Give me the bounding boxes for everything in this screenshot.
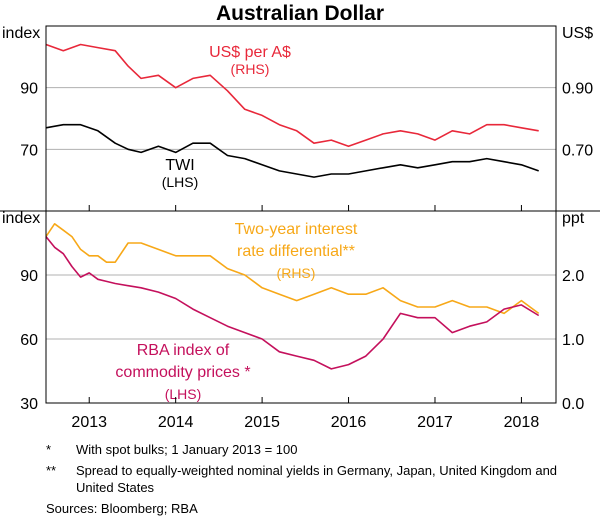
right-tick-label: 0.70 [562, 142, 593, 159]
x-tick-label: 2016 [331, 414, 367, 431]
left-axis-unit: index [2, 25, 40, 42]
sources: Sources: Bloomberg; RBA [46, 501, 198, 516]
right-axis-unit: ppt [562, 210, 585, 227]
right-tick-label: 1.0 [562, 332, 584, 349]
series-label: Two-year interest [235, 221, 358, 238]
x-tick-label: 2014 [158, 414, 194, 431]
footnote-1-mark: * [46, 442, 52, 457]
series-line-twi [45, 123, 539, 178]
series-line-rba-index-of-commodity-prices- [45, 236, 540, 370]
left-tick-label: 70 [20, 142, 38, 159]
footnote-2-text: Spread to equally-weighted nominal yield… [76, 463, 558, 495]
chart: Australian Dollar 90 70 0.90 0.70 index US$ US$… [0, 2, 600, 431]
left-tick-label: 90 [20, 268, 38, 285]
left-tick-label: 30 [20, 396, 38, 413]
series-label: US$ per A$ [209, 44, 291, 61]
left-tick-label: 60 [20, 332, 38, 349]
footnote-2-mark: ** [46, 463, 57, 478]
footnote-1-text: With spot bulks; 1 January 2013 = 100 [76, 442, 298, 457]
x-tick-label: 2018 [504, 414, 540, 431]
footnote-2: ** Spread to equally-weighted nominal yi… [46, 462, 586, 496]
series-label: RBA index of [137, 342, 230, 359]
series-label: (LHS) [162, 174, 199, 190]
series-label: TWI [165, 157, 194, 174]
right-tick-label: 0.90 [562, 81, 593, 98]
series-line-two-year-interest-rate-differential- [45, 223, 540, 315]
left-tick-label: 90 [20, 81, 38, 98]
right-axis-unit: US$ [562, 25, 593, 42]
chart-title: Australian Dollar [216, 2, 384, 25]
right-tick-label: 0.0 [562, 396, 584, 413]
series-line-us-per-a- [45, 43, 539, 148]
footnotes: * With spot bulks; 1 January 2013 = 100 … [46, 441, 586, 500]
left-axis-unit: index [2, 210, 40, 227]
right-tick-label: 2.0 [562, 268, 584, 285]
series-label: commodity prices * [115, 364, 250, 381]
plot-frame [45, 25, 557, 404]
series-label: (RHS) [277, 265, 316, 281]
series-label: (LHS) [165, 386, 202, 402]
series-label: rate differential** [237, 243, 355, 260]
x-tick-label: 2017 [417, 414, 453, 431]
footnote-1: * With spot bulks; 1 January 2013 = 100 [46, 441, 586, 458]
x-tick-label: 2015 [244, 414, 280, 431]
series-label: (RHS) [231, 61, 270, 77]
x-tick-label: 2013 [71, 414, 107, 431]
